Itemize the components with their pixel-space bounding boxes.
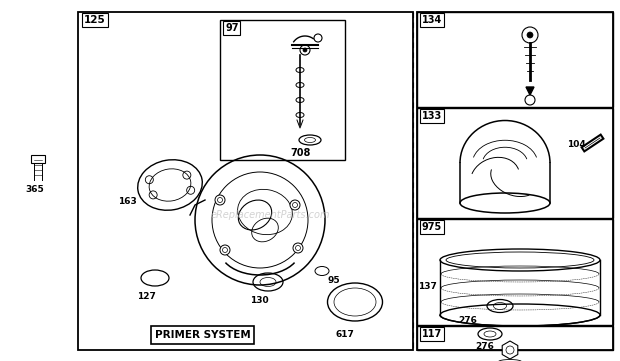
Circle shape (303, 48, 307, 52)
Text: 130: 130 (250, 296, 268, 305)
Bar (417, 12, 613, 107)
Text: 137: 137 (418, 282, 437, 291)
Circle shape (215, 195, 225, 205)
Text: 133: 133 (422, 111, 442, 121)
Text: 97: 97 (225, 23, 239, 33)
Circle shape (527, 32, 533, 38)
Text: 708: 708 (290, 148, 311, 158)
Bar (417, 219, 613, 325)
Text: 104: 104 (567, 140, 586, 149)
Text: 975: 975 (422, 222, 442, 232)
Circle shape (220, 245, 230, 255)
Text: 95: 95 (327, 276, 340, 285)
Text: PRIMER SYSTEM: PRIMER SYSTEM (155, 330, 250, 340)
Circle shape (290, 200, 300, 210)
Polygon shape (526, 87, 534, 95)
Text: 276: 276 (475, 342, 494, 351)
Text: 276: 276 (458, 316, 477, 325)
Circle shape (293, 243, 303, 253)
Bar (417, 326, 613, 350)
Bar (220, 20, 345, 160)
Text: 365: 365 (25, 185, 44, 194)
Bar (417, 12, 613, 350)
Bar (417, 108, 613, 218)
Text: 163: 163 (118, 197, 137, 206)
Text: 127: 127 (137, 292, 156, 301)
Bar (31, 155, 45, 163)
Text: 117: 117 (422, 329, 442, 339)
Text: eReplacementParts.com: eReplacementParts.com (210, 210, 330, 220)
Bar (78, 12, 413, 350)
Text: 125: 125 (84, 15, 106, 25)
Text: 134: 134 (422, 15, 442, 25)
Text: 617: 617 (335, 330, 354, 339)
